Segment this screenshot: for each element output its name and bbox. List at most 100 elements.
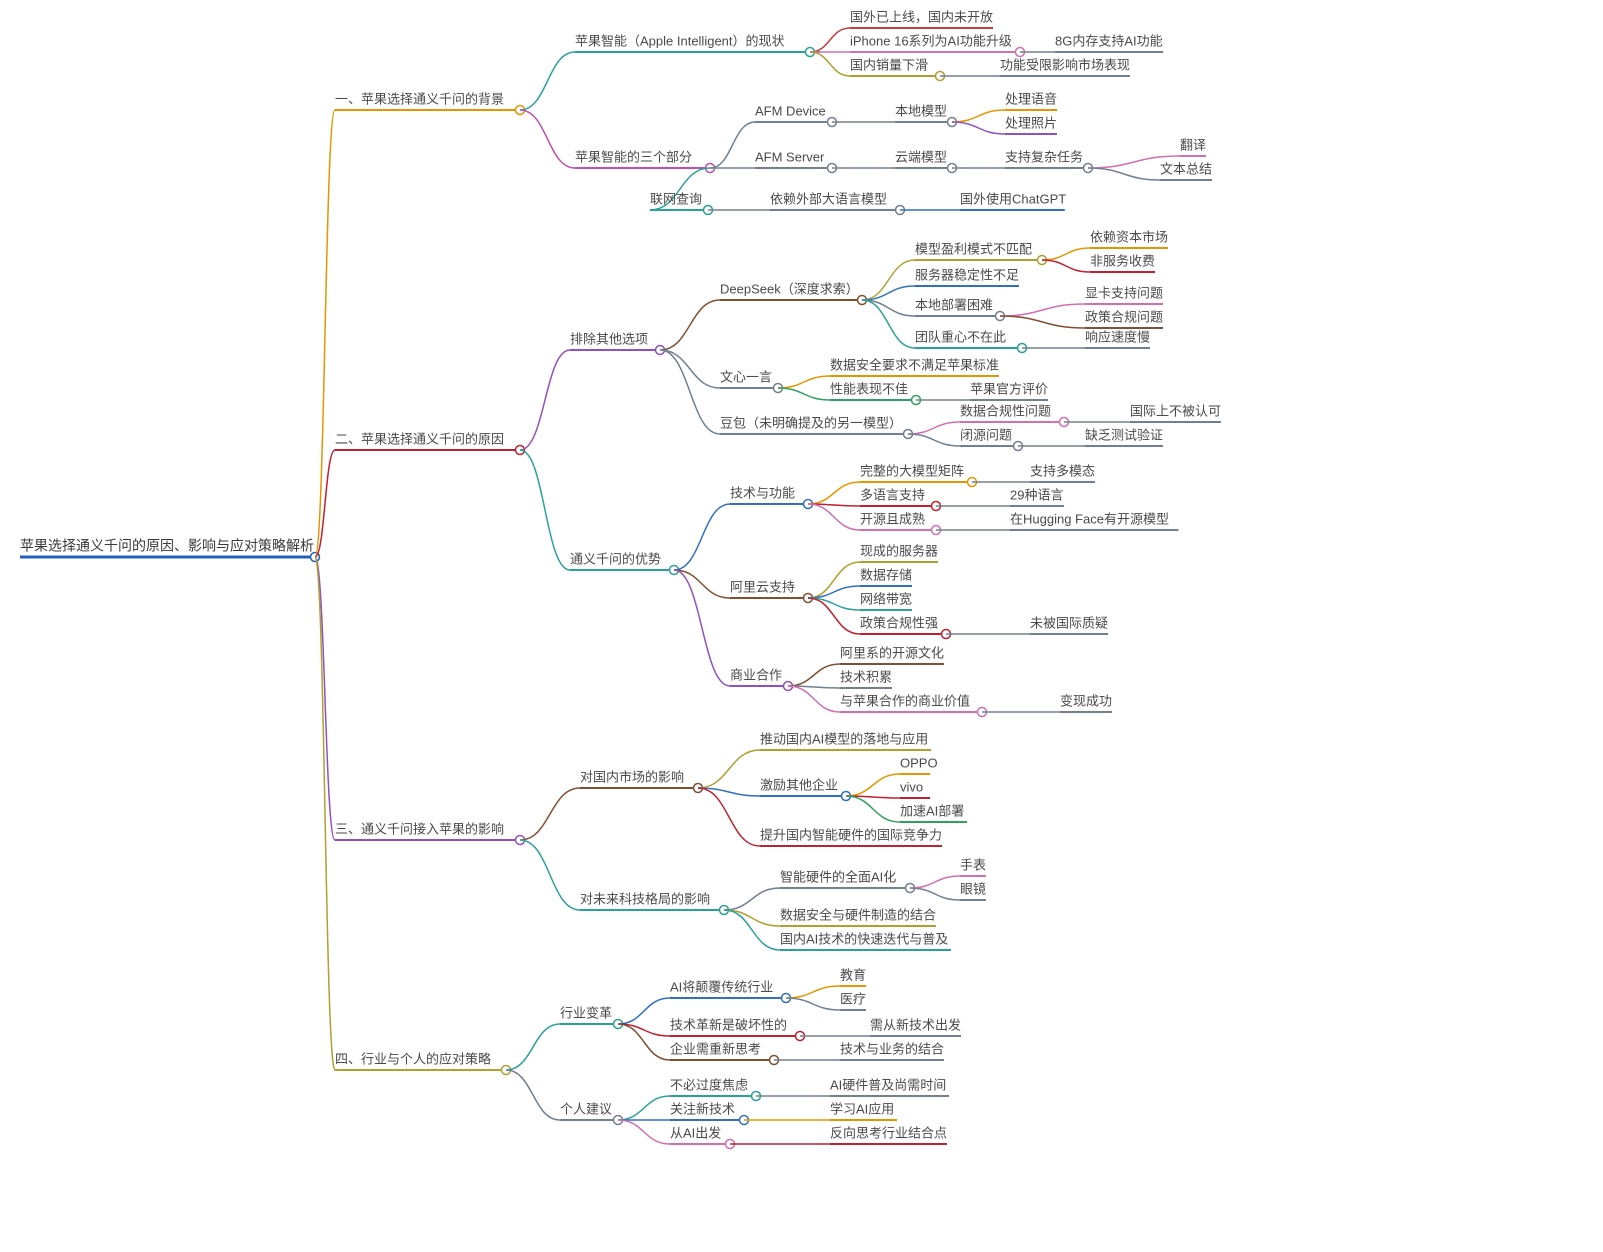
- mindmap-edge: [506, 1024, 560, 1070]
- mindmap-edge: [810, 28, 850, 52]
- node-label: 关注新技术: [670, 1101, 735, 1116]
- mindmap-edge: [724, 910, 780, 950]
- mindmap-edge: [808, 504, 860, 530]
- mindmap-edge: [952, 122, 1005, 134]
- mindmap-edge: [810, 52, 850, 76]
- mindmap-edge: [1042, 260, 1090, 272]
- node-label: 技术积累: [840, 669, 892, 684]
- mindmap-canvas: 苹果选择通义千问的原因、影响与应对策略解析一、苹果选择通义千问的背景苹果智能（A…: [0, 0, 1603, 1252]
- mindmap-edge: [698, 750, 760, 788]
- mindmap-edge: [710, 122, 755, 168]
- mindmap-edge: [788, 664, 840, 686]
- mindmap-edge: [724, 888, 780, 910]
- node-label: 反向思考行业结合点: [830, 1125, 947, 1140]
- mindmap-edge: [778, 376, 830, 388]
- mindmap-edge: [520, 788, 580, 840]
- node-label: 二、苹果选择通义千问的原因: [335, 431, 504, 446]
- node-label: 智能硬件的全面AI化: [780, 869, 896, 884]
- node-label: 技术与业务的结合: [840, 1041, 944, 1056]
- node-label: 支持多模态: [1030, 463, 1095, 478]
- node-label: 功能受限影响市场表现: [1000, 57, 1130, 72]
- node-label: 文本总结: [1160, 161, 1212, 176]
- node-label: 教育: [840, 967, 866, 982]
- mindmap-edge: [506, 1070, 560, 1120]
- mindmap-edge: [952, 110, 1005, 122]
- node-label: AI硬件普及尚需时间: [830, 1077, 946, 1092]
- node-label: 三、通义千问接入苹果的影响: [335, 821, 504, 836]
- node-label: 文心一言: [720, 369, 772, 384]
- node-label: AI将颠覆传统行业: [670, 979, 773, 994]
- node-label: 数据安全要求不满足苹果标准: [830, 357, 999, 372]
- mindmap-edge: [315, 557, 335, 1070]
- node-label: 非服务收费: [1090, 253, 1155, 268]
- mindmap-edge: [786, 998, 840, 1010]
- node-label: 网络带宽: [860, 591, 912, 606]
- mindmap-edge: [786, 986, 840, 998]
- node-label: 29种语言: [1010, 487, 1063, 502]
- node-label: 苹果官方评价: [970, 381, 1048, 396]
- node-label: 需从新技术出发: [870, 1017, 961, 1032]
- node-label: 变现成功: [1060, 693, 1112, 708]
- node-label: 本地部署困难: [915, 297, 993, 312]
- node-label: 现成的服务器: [860, 543, 938, 558]
- node-label: 联网查询: [650, 191, 702, 206]
- node-label: 豆包（未明确提及的另一模型）: [720, 415, 902, 430]
- node-label: DeepSeek（深度求索）: [720, 281, 859, 296]
- node-label: 苹果智能的三个部分: [575, 149, 692, 164]
- node-label: 8G内存支持AI功能: [1055, 33, 1163, 48]
- mindmap-edge: [660, 300, 720, 350]
- node-label: 响应速度慢: [1085, 329, 1150, 344]
- mindmap-edge: [910, 876, 960, 888]
- mindmap-edge: [660, 350, 720, 388]
- node-label: 缺乏测试验证: [1085, 427, 1163, 442]
- node-label: 显卡支持问题: [1085, 285, 1163, 300]
- node-label: 对国内市场的影响: [580, 769, 684, 784]
- node-label: 在Hugging Face有开源模型: [1010, 511, 1169, 526]
- node-label: vivo: [900, 779, 923, 794]
- node-label: 处理语音: [1005, 91, 1057, 106]
- mindmap-edge: [520, 52, 575, 110]
- mindmap-edge: [618, 1120, 670, 1144]
- node-label: 处理照片: [1005, 115, 1057, 130]
- mindmap-edge: [1000, 316, 1085, 328]
- node-label: 支持复杂任务: [1005, 149, 1083, 164]
- node-label: 依赖资本市场: [1090, 229, 1168, 244]
- mindmap-edge: [674, 570, 730, 686]
- node-label: 提升国内智能硬件的国际竞争力: [760, 827, 942, 842]
- node-label: 本地模型: [895, 103, 947, 118]
- node-label: 排除其他选项: [570, 331, 648, 346]
- node-label: 国外已上线，国内未开放: [850, 9, 993, 24]
- node-label: 国际上不被认可: [1130, 403, 1221, 418]
- node-label: 商业合作: [730, 667, 782, 682]
- node-label: 模型盈利模式不匹配: [915, 241, 1032, 256]
- node-label: 四、行业与个人的应对策略: [335, 1051, 491, 1066]
- node-label: 眼镜: [960, 881, 986, 896]
- node-label: 技术革新是破坏性的: [670, 1017, 787, 1032]
- mindmap-edge: [698, 788, 760, 796]
- node-label: 未被国际质疑: [1030, 615, 1108, 630]
- node-label: 医疗: [840, 991, 866, 1006]
- node-label: 服务器稳定性不足: [915, 267, 1019, 282]
- node-label: 企业需重新思考: [670, 1041, 761, 1056]
- mindmap-edge: [1042, 248, 1090, 260]
- node-label: 一、苹果选择通义千问的背景: [335, 91, 504, 106]
- node-label: 不必过度焦虑: [670, 1077, 748, 1092]
- node-label: 国外使用ChatGPT: [960, 191, 1066, 206]
- mindmap-edge: [808, 482, 860, 504]
- mindmap-edge: [910, 888, 960, 900]
- node-label: AFM Server: [755, 149, 825, 164]
- node-label: 政策合规问题: [1085, 309, 1163, 324]
- mindmap-edge: [1088, 168, 1160, 180]
- node-label: 完整的大模型矩阵: [860, 463, 964, 478]
- node-label: 从AI出发: [670, 1125, 721, 1140]
- mindmap-edge: [520, 350, 570, 450]
- mindmap-edge: [618, 998, 670, 1024]
- node-label: AFM Device: [755, 103, 826, 118]
- node-label: 行业变革: [560, 1005, 612, 1020]
- node-label: 数据存储: [860, 567, 912, 582]
- node-label: 性能表现不佳: [830, 381, 908, 396]
- mindmap-edge: [674, 504, 730, 570]
- node-label: 政策合规性强: [860, 615, 938, 630]
- mindmap-edge: [520, 450, 570, 570]
- node-label: 手表: [960, 857, 986, 872]
